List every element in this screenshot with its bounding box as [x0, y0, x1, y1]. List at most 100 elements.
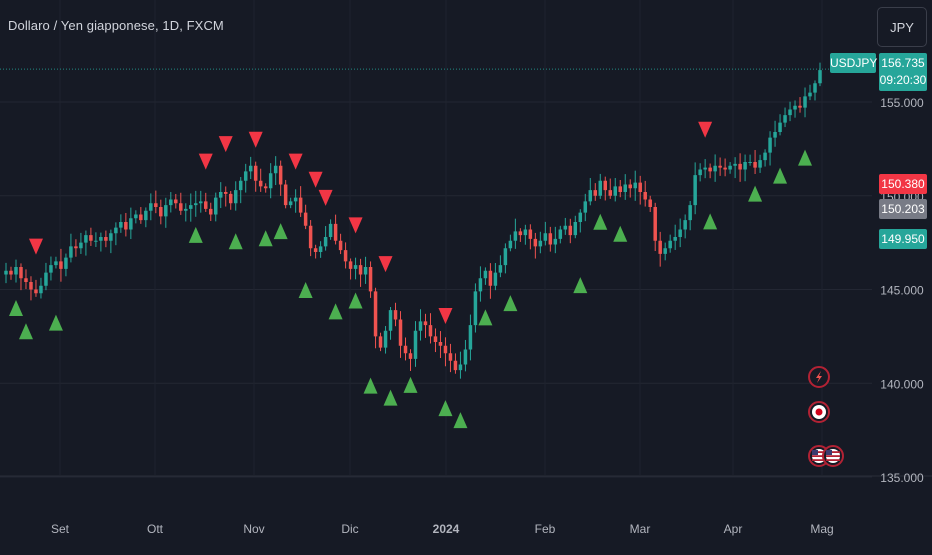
candle-body	[463, 349, 468, 365]
currency-button[interactable]: JPY	[877, 7, 927, 47]
candle	[693, 162, 697, 215]
candle-body	[24, 278, 28, 282]
candle	[683, 214, 687, 239]
candle	[408, 349, 413, 371]
candle-body	[618, 186, 622, 192]
candle-body	[423, 321, 428, 326]
candle	[463, 339, 468, 372]
candle	[668, 234, 672, 253]
candle-body	[233, 190, 238, 204]
candle-body	[199, 201, 203, 204]
candle	[39, 277, 43, 299]
candle-body	[209, 208, 213, 215]
candle-body	[298, 197, 303, 213]
flag-stripe	[812, 459, 826, 461]
candle-body	[373, 291, 378, 337]
candle-body	[154, 203, 158, 207]
candle-body	[683, 220, 687, 230]
symbol-badge: USDJPY	[830, 53, 877, 73]
sell-signal-triangle	[308, 171, 323, 188]
candle-body	[64, 257, 68, 269]
x-axis[interactable]: Set Ott Nov Dic 2024 Feb Mar Apr Mag	[51, 522, 834, 536]
candle-body	[628, 184, 632, 189]
candle	[548, 226, 553, 252]
candle-body	[363, 267, 368, 275]
buy-signal-triangle	[298, 282, 313, 298]
buy-signal-triangle	[453, 412, 468, 429]
buy-signal-triangle	[703, 213, 718, 230]
candle	[218, 182, 223, 209]
candle	[618, 180, 622, 198]
candle-body	[673, 237, 677, 241]
candle-body	[448, 353, 453, 361]
buy-signal-triangle	[328, 303, 343, 320]
candle-body	[228, 193, 233, 204]
candle	[753, 150, 757, 174]
candle-body	[19, 267, 23, 279]
candle-body	[693, 175, 697, 206]
candle	[583, 193, 588, 222]
candle	[728, 162, 732, 174]
candle	[204, 192, 208, 212]
candle-body	[668, 240, 672, 249]
candle	[49, 256, 53, 281]
candle	[538, 231, 543, 254]
candle	[473, 283, 478, 333]
candle	[678, 218, 682, 248]
candle	[24, 269, 28, 290]
candle	[104, 230, 108, 248]
candle	[238, 177, 243, 204]
candle	[493, 263, 498, 291]
candle	[808, 84, 812, 101]
sell-signal-triangle	[218, 136, 233, 153]
flag-stripe	[812, 455, 826, 457]
candle-body	[483, 270, 488, 279]
candle	[788, 101, 792, 122]
sell-signal-triangle	[318, 189, 333, 206]
candle-body	[278, 165, 283, 185]
candle	[59, 248, 63, 282]
candle-body	[688, 205, 692, 221]
x-tick-label: Dic	[341, 522, 358, 536]
buy-signal-triangle	[48, 314, 63, 331]
candle-body	[438, 342, 443, 346]
candle	[353, 257, 358, 280]
gray-line-price-badge: 150.203	[879, 199, 927, 219]
candle	[99, 232, 103, 252]
candle	[653, 202, 657, 252]
candle-body	[523, 229, 528, 236]
candle	[233, 181, 238, 211]
candle	[109, 229, 113, 254]
candle-body	[358, 265, 363, 275]
candle-body	[478, 278, 483, 292]
candle	[303, 204, 308, 230]
candle	[513, 218, 518, 249]
candle	[69, 233, 73, 263]
candle	[134, 210, 138, 224]
candle-body	[728, 165, 732, 170]
candle-body	[573, 222, 578, 236]
candle	[343, 242, 348, 269]
japan-flag-icon	[808, 401, 830, 423]
green-line-price-badge: 149.950	[879, 229, 927, 249]
buy-signal-triangle	[798, 149, 813, 166]
flag-canton	[826, 450, 832, 455]
candle	[54, 256, 58, 269]
candle-body	[408, 353, 413, 359]
candle	[114, 222, 118, 246]
candle-body	[368, 267, 373, 292]
sell-signal-triangle	[378, 256, 393, 273]
candle-body	[803, 96, 807, 108]
candle	[179, 192, 183, 215]
candle	[563, 217, 568, 235]
candle	[368, 261, 373, 298]
candle	[333, 214, 338, 245]
candle-body	[94, 240, 98, 242]
candle	[798, 97, 802, 113]
candle	[628, 179, 632, 198]
candle	[74, 239, 78, 257]
candle	[164, 197, 168, 228]
candle-body	[698, 169, 702, 176]
